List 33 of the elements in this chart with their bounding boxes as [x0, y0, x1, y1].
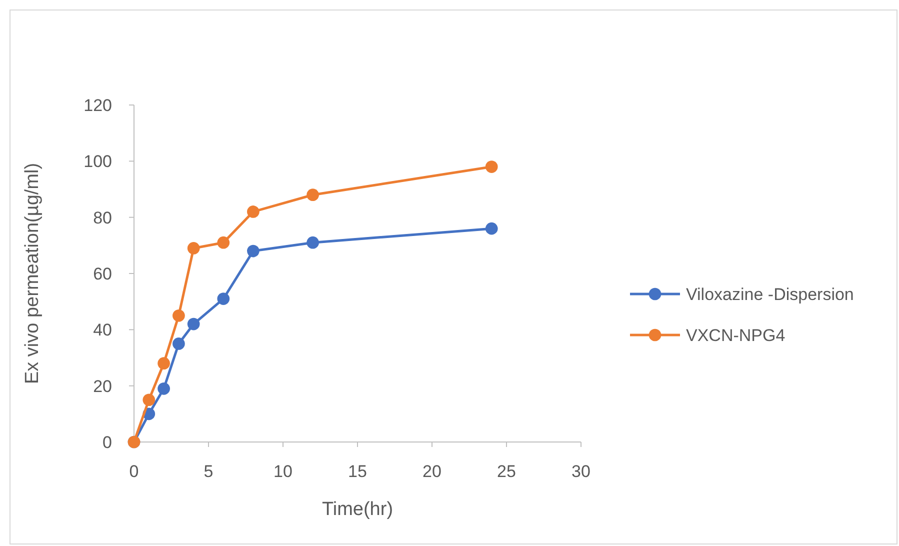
point [247, 244, 260, 258]
point [306, 236, 319, 249]
point [247, 206, 260, 218]
point [158, 382, 170, 395]
y-tick-label: 0 [102, 432, 112, 452]
y-tick-label: 80 [93, 208, 112, 228]
x-tick-label: 30 [572, 462, 590, 481]
y-tick-label: 120 [84, 96, 112, 115]
y-tick-label: 60 [93, 264, 112, 284]
point [485, 222, 498, 235]
x-tick-label: 20 [422, 462, 442, 481]
x-axis-title: Time(hr) [322, 499, 394, 520]
y-tick-label: 40 [93, 320, 112, 340]
point [217, 236, 230, 249]
point [158, 357, 170, 370]
x-tick-label: 0 [129, 462, 139, 481]
y-tick-label: 20 [93, 376, 112, 396]
legend-label: VXCN-NPG4 [686, 326, 786, 345]
y-axis-title: Ex vivo permeation(µg/ml) [22, 162, 43, 384]
point [485, 160, 498, 173]
point [187, 242, 200, 254]
point [217, 292, 230, 305]
x-tick-label: 5 [204, 462, 214, 481]
y-tick-label: 100 [84, 152, 112, 172]
x-tick-label: 15 [348, 462, 367, 481]
x-tick-label: 25 [497, 462, 516, 481]
point [172, 309, 185, 322]
point [306, 188, 319, 202]
point [187, 318, 200, 330]
x-tick-label: 10 [274, 462, 292, 481]
legend-label: Viloxazine -Dispersion [686, 284, 854, 304]
point [172, 338, 185, 350]
point [142, 394, 156, 406]
